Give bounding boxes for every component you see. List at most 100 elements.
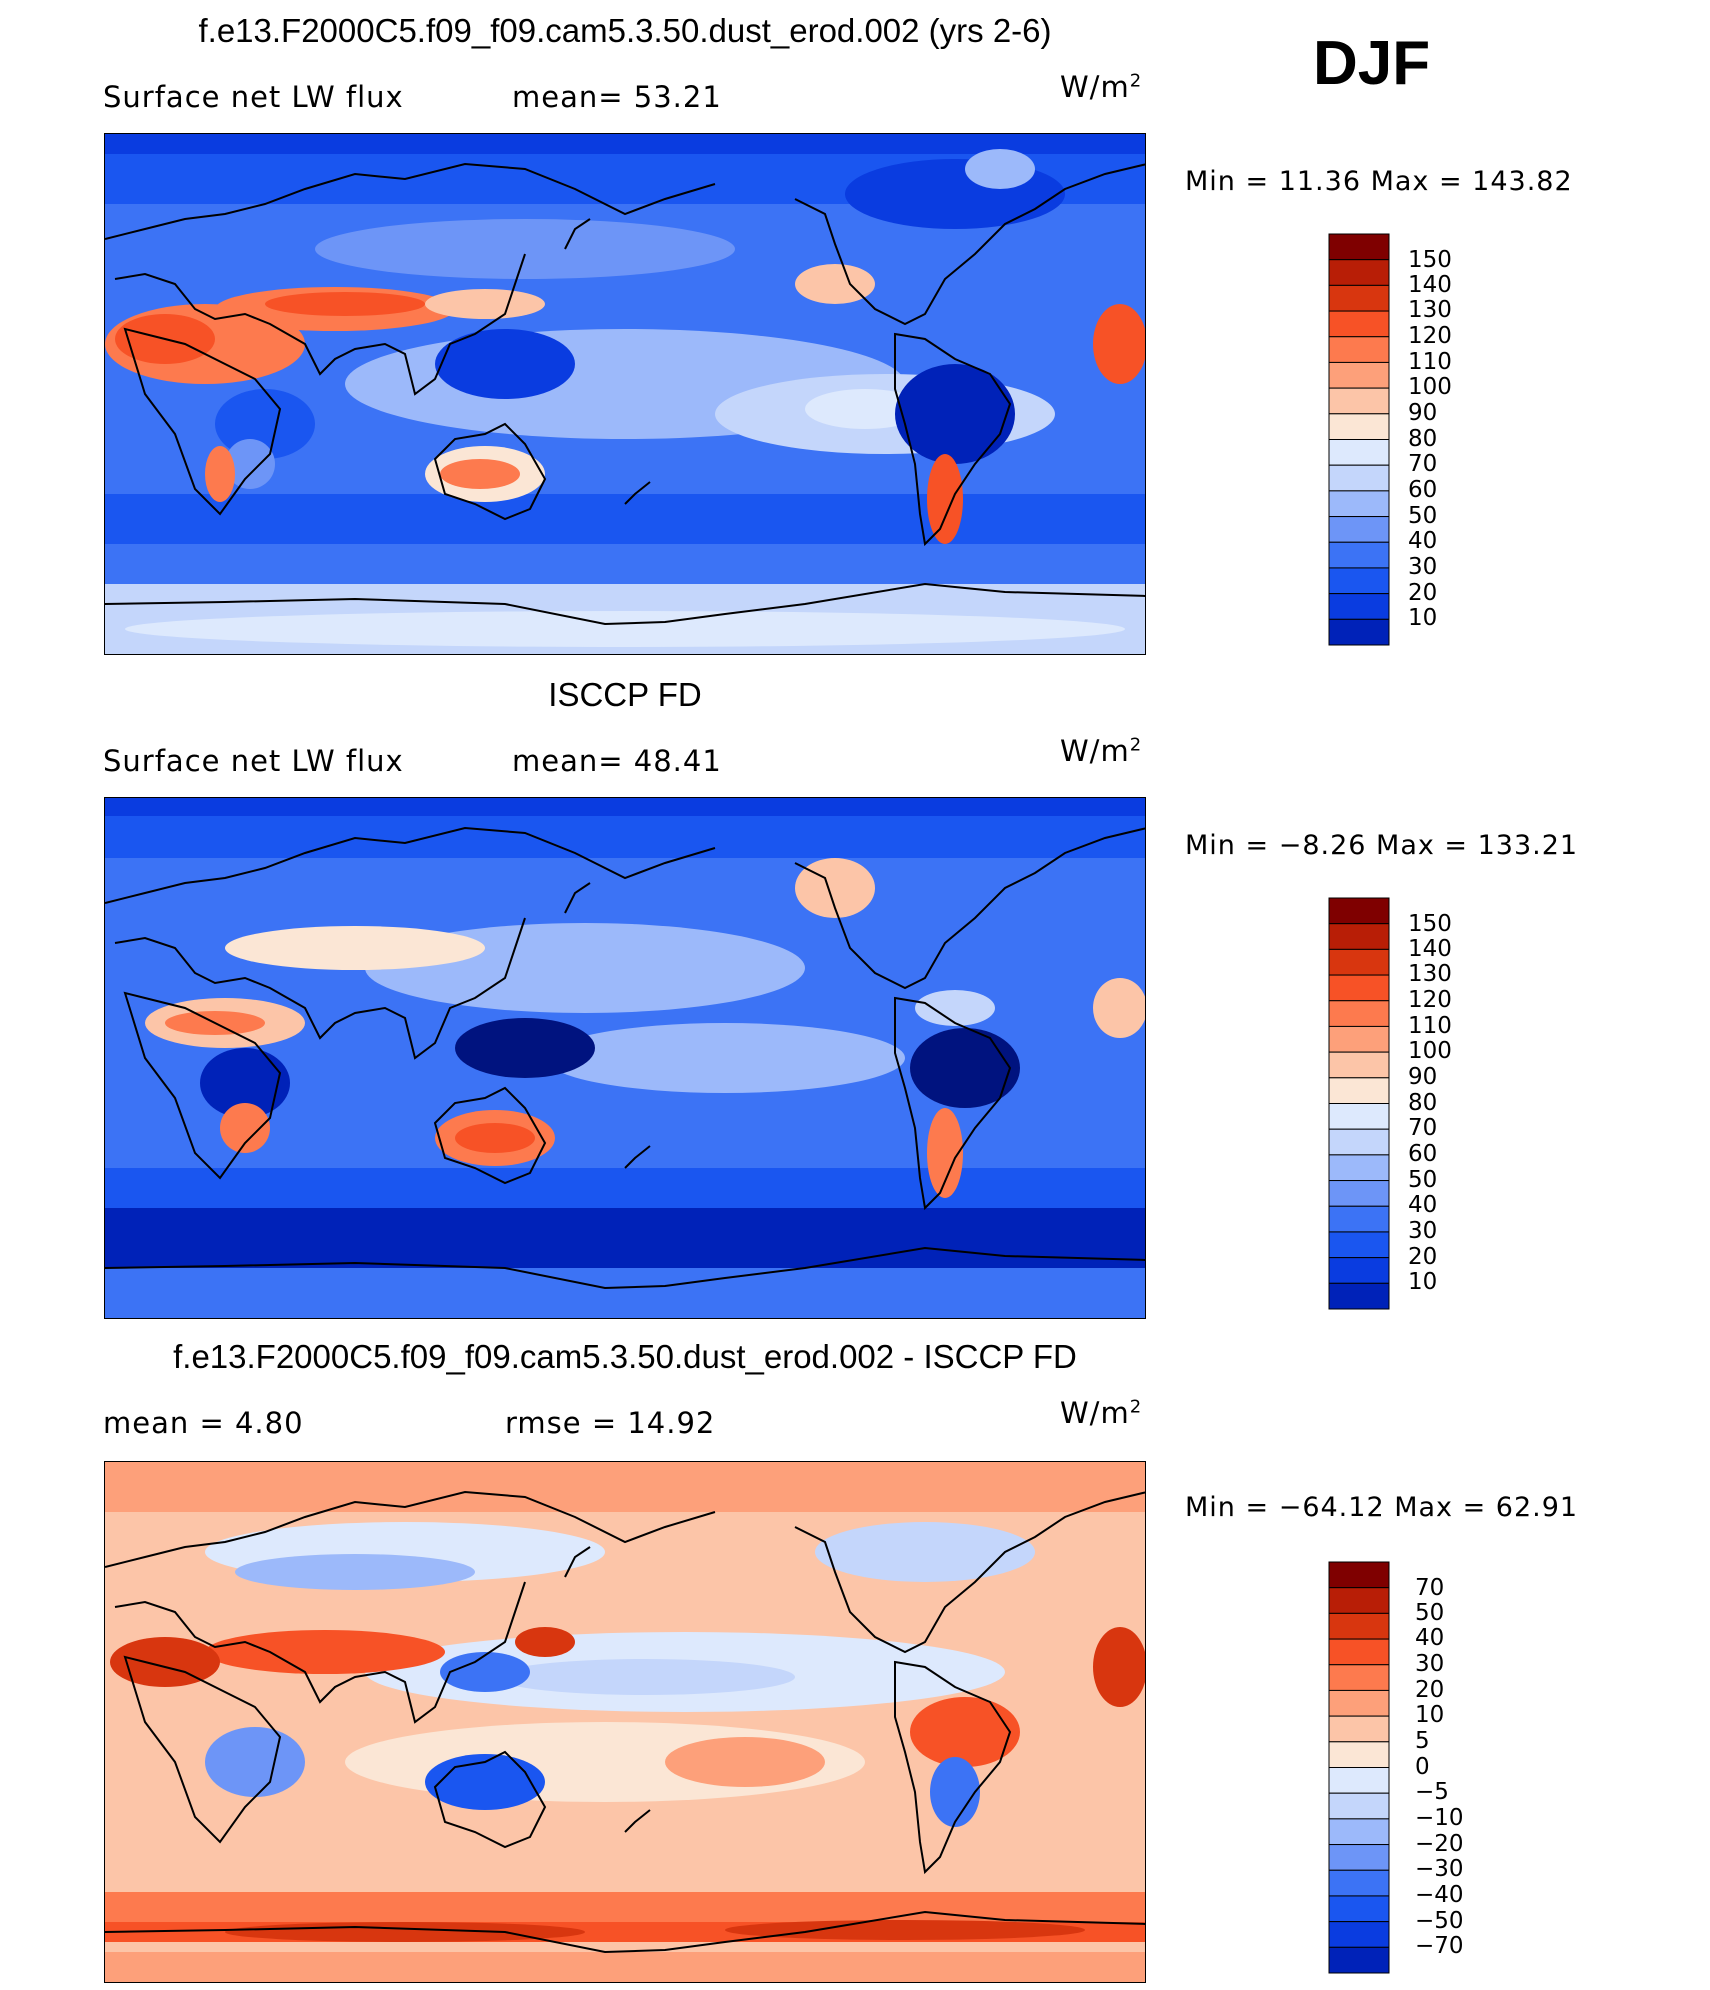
- panel-3-colorbar-swatch-13: [1328, 1895, 1390, 1923]
- panel-2-title: ISCCP FD: [548, 676, 702, 713]
- panel-3-colorbar-swatch-0: [1328, 1561, 1390, 1589]
- panel-3-colorbar-swatches: [1328, 1561, 1390, 1974]
- panel-2-colorbar-swatch-5: [1328, 1025, 1390, 1053]
- panel-1-colorbar-swatch-15: [1328, 618, 1390, 646]
- panel-2-colorbar-swatch-2: [1328, 948, 1390, 976]
- panel-1-colorbar-swatch-11: [1328, 516, 1390, 543]
- panel-3-mean-label: mean = 4.80: [103, 1406, 304, 1440]
- panel-1-colorbar-swatch-0: [1328, 233, 1390, 261]
- panel-2-colorbar-swatch-1: [1328, 923, 1390, 950]
- panel-3-colorbar-swatch-8: [1328, 1767, 1390, 1794]
- panel-1-colorbar-label-3: 120: [1408, 323, 1452, 349]
- panel-1-colorbar-label-12: 30: [1408, 554, 1438, 580]
- panel-3-colorbar-label-9: −10: [1415, 1805, 1464, 1831]
- season-label: DJF: [1313, 29, 1431, 98]
- panel-2-colorbar-label-12: 30: [1408, 1218, 1438, 1244]
- panel-1-colorbar-swatch-8: [1328, 439, 1390, 466]
- panel-2-colorbar-label-3: 120: [1408, 987, 1452, 1013]
- panel-1-colorbar-label-2: 130: [1408, 297, 1452, 323]
- panel-2-colorbar-swatch-8: [1328, 1103, 1390, 1130]
- panel-3-colorbar-swatch-10: [1328, 1818, 1390, 1846]
- panel-1-colorbar-swatch-5: [1328, 361, 1390, 389]
- panel-2-colorbar-swatch-10: [1328, 1154, 1390, 1182]
- panel-3-colorbar-label-1: 50: [1415, 1600, 1445, 1626]
- panel-1-map: [104, 133, 1146, 655]
- panel-1-colorbar-swatch-4: [1328, 336, 1390, 363]
- panel-1-colorbar-swatch-10: [1328, 490, 1390, 518]
- panel-2-colorbar-swatch-11: [1328, 1180, 1390, 1207]
- panel-2-colorbar-label-11: 40: [1408, 1192, 1438, 1218]
- panel-3-colorbar-swatch-7: [1328, 1741, 1390, 1768]
- panel-1-colorbar-svg: [1328, 233, 1390, 646]
- panel-3-colorbar-label-3: 30: [1415, 1651, 1445, 1677]
- panel-1-variable-label: Surface net LW flux: [103, 80, 404, 114]
- panel-3-colorbar-svg: [1328, 1561, 1390, 1974]
- panel-1-colorbar-swatch-7: [1328, 413, 1390, 440]
- panel-3-colorbar-swatch-1: [1328, 1587, 1390, 1614]
- panel-1-colorbar-label-1: 140: [1408, 272, 1452, 298]
- panel-3-colorbar-label-0: 70: [1415, 1575, 1445, 1601]
- panel-3-colorbar: [1328, 1561, 1392, 1979]
- panel-2-colorbar-swatch-14: [1328, 1257, 1390, 1284]
- panel-3-rmse-label: rmse = 14.92: [505, 1406, 716, 1440]
- panel-2-map-svg: [105, 798, 1145, 1318]
- panel-2-colorbar-label-8: 70: [1408, 1115, 1438, 1141]
- panel-3-colorbar-label-14: −70: [1415, 1933, 1464, 1959]
- panel-2-colorbar-swatch-3: [1328, 974, 1390, 1002]
- panel-3-colorbar-label-10: −20: [1415, 1831, 1464, 1857]
- panel-1-colorbar-swatch-9: [1328, 464, 1390, 492]
- panel-1-map-svg: [105, 134, 1145, 654]
- panel-3-colorbar-swatch-3: [1328, 1638, 1390, 1666]
- panel-1-colorbar-swatch-3: [1328, 310, 1390, 338]
- panel-2-colorbar-label-9: 60: [1408, 1141, 1438, 1167]
- panel-2-colorbar-svg: [1328, 897, 1390, 1310]
- panel-2-colorbar-label-1: 140: [1408, 936, 1452, 962]
- panel-3-colorbar-swatch-4: [1328, 1664, 1390, 1691]
- panel-3-colorbar-label-7: 0: [1415, 1754, 1430, 1780]
- panel-2-colorbar-label-14: 10: [1408, 1269, 1438, 1295]
- panel-2-colorbar-label-6: 90: [1408, 1064, 1438, 1090]
- panel-2-variable-label: Surface net LW flux: [103, 744, 404, 778]
- panel-3-colorbar-swatch-15: [1328, 1946, 1390, 1974]
- panel-1-colorbar-label-10: 50: [1408, 503, 1438, 529]
- panel-3-colorbar-label-5: 10: [1415, 1702, 1445, 1728]
- panel-1-colorbar-swatch-6: [1328, 387, 1390, 415]
- panel-3-map-svg: [105, 1462, 1145, 1982]
- panel-2-colorbar-swatches: [1328, 897, 1390, 1310]
- panel-2-colorbar-label-13: 20: [1408, 1244, 1438, 1270]
- panel-2-colorbar-swatch-7: [1328, 1077, 1390, 1104]
- panel-1-colorbar-label-0: 150: [1408, 247, 1452, 273]
- panel-3-colorbar-label-13: −50: [1415, 1908, 1464, 1934]
- panel-3-units: W/m2: [1060, 1396, 1143, 1430]
- panel-2-colorbar: [1328, 897, 1392, 1315]
- panel-2-colorbar-swatch-0: [1328, 897, 1390, 925]
- panel-3-colorbar-swatch-11: [1328, 1844, 1390, 1871]
- panel-1-colorbar-label-14: 10: [1408, 605, 1438, 631]
- panel-3-colorbar-label-4: 20: [1415, 1677, 1445, 1703]
- panel-2-minmax: Min = −8.26 Max = 133.21: [1185, 830, 1579, 861]
- panel-1-colorbar-label-11: 40: [1408, 528, 1438, 554]
- panel-3-colorbar-swatch-6: [1328, 1715, 1390, 1743]
- panel-1-colorbar-label-4: 110: [1408, 349, 1452, 375]
- panel-3-colorbar-swatch-5: [1328, 1689, 1390, 1717]
- panel-3-colorbar-swatch-9: [1328, 1792, 1390, 1820]
- panel-2-colorbar-swatch-9: [1328, 1128, 1390, 1156]
- panel-3-colorbar-swatch-12: [1328, 1869, 1390, 1897]
- panel-3-title: f.e13.F2000C5.f09_f09.cam5.3.50.dust_ero…: [173, 1338, 1077, 1375]
- panel-2-map: [104, 797, 1146, 1319]
- panel-2-colorbar-label-4: 110: [1408, 1013, 1452, 1039]
- panel-1-colorbar-label-6: 90: [1408, 400, 1438, 426]
- panel-1-title: f.e13.F2000C5.f09_f09.cam5.3.50.dust_ero…: [198, 12, 1052, 49]
- panel-3-colorbar-label-8: −5: [1415, 1779, 1449, 1805]
- panel-3-colorbar-label-6: 5: [1415, 1728, 1430, 1754]
- panel-1-colorbar-swatch-12: [1328, 541, 1390, 569]
- panel-2-units: W/m2: [1060, 734, 1143, 768]
- panel-1-colorbar-label-8: 70: [1408, 451, 1438, 477]
- panel-1-colorbar-label-5: 100: [1408, 374, 1452, 400]
- panel-1-colorbar: [1328, 233, 1392, 651]
- panel-3-colorbar-label-11: −30: [1415, 1856, 1464, 1882]
- panel-1-mean-label: mean= 53.21: [512, 80, 722, 114]
- panel-1-colorbar-label-13: 20: [1408, 580, 1438, 606]
- panel-2-colorbar-swatch-12: [1328, 1205, 1390, 1233]
- panel-1-colorbar-swatch-1: [1328, 259, 1390, 286]
